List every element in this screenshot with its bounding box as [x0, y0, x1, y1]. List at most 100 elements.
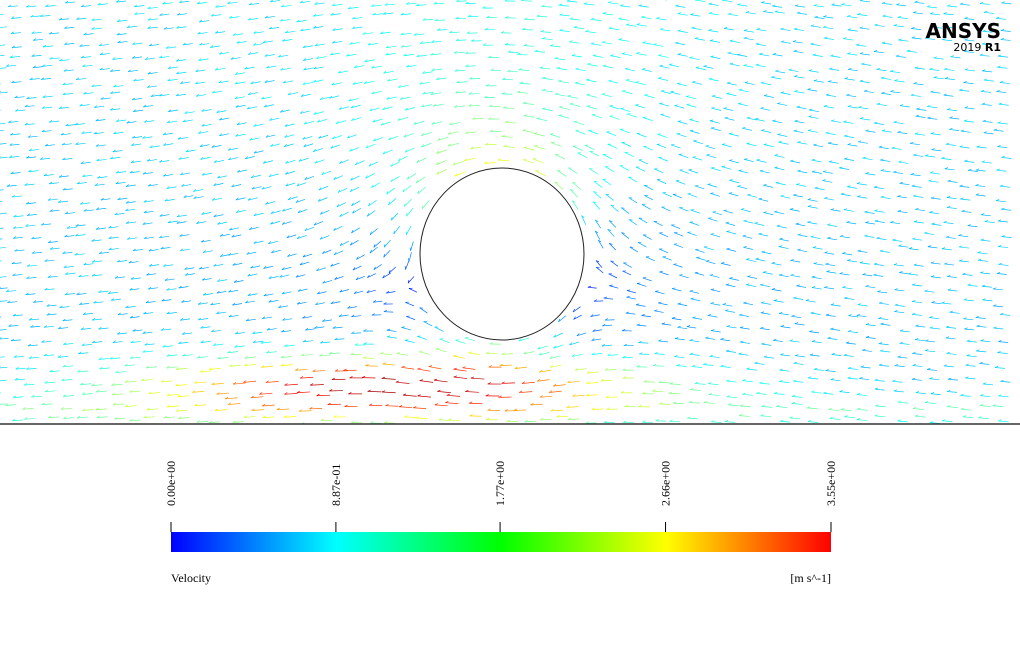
vector-arrow: [26, 5, 37, 8]
vector-head: [484, 95, 488, 98]
vector-arrow: [942, 26, 953, 28]
vector-arrow: [5, 404, 17, 406]
vector-arrow: [843, 209, 854, 212]
vector-head: [694, 37, 699, 39]
vector-head: [743, 301, 747, 304]
vector-arrow: [33, 38, 43, 41]
vector-head: [470, 376, 475, 379]
vector-arrow: [779, 238, 790, 242]
vector-arrow: [915, 339, 926, 342]
vector-head: [607, 353, 611, 356]
vector-head: [363, 356, 367, 359]
vector-head: [247, 273, 251, 277]
vector-head: [28, 148, 33, 151]
vector-arrow: [281, 356, 293, 358]
vector-arrow: [997, 273, 1007, 275]
vector-arrow: [416, 54, 428, 57]
vector-arrow: [824, 37, 835, 40]
vector-arrow: [27, 344, 38, 347]
vector-head: [279, 18, 284, 22]
vector-head: [743, 219, 747, 222]
vector-arrow: [9, 143, 20, 146]
vector-head: [729, 132, 733, 135]
vector-head: [386, 191, 389, 195]
vector-head: [263, 104, 267, 108]
vector-arrow: [998, 220, 1008, 223]
vector-arrow: [42, 64, 53, 67]
vector-head: [320, 211, 323, 215]
vector-head: [878, 363, 883, 366]
vector-arrow: [213, 263, 224, 267]
vector-arrow: [703, 66, 714, 69]
vector-arrow: [366, 289, 376, 294]
vector-arrow: [727, 82, 737, 86]
vector-arrow: [63, 266, 74, 268]
vector-head: [621, 232, 625, 234]
vector-head: [14, 248, 18, 252]
vector-head: [49, 31, 53, 35]
vector-head: [175, 367, 180, 370]
vector-head: [295, 368, 299, 371]
vector-arrow: [40, 157, 51, 160]
vector-head: [415, 416, 420, 419]
vector-arrow: [945, 143, 956, 146]
vector-arrow: [795, 223, 806, 227]
vector-arrow: [810, 43, 821, 46]
vector-head: [110, 91, 114, 94]
vector-arrow: [339, 159, 349, 164]
vector-head: [789, 416, 793, 419]
vector-head: [390, 178, 393, 182]
vector-head: [911, 27, 915, 29]
vector-arrow: [225, 397, 238, 400]
vector-arrow: [636, 24, 648, 27]
vector-head: [534, 145, 538, 147]
vector-head: [145, 300, 149, 304]
vector-head: [194, 403, 198, 407]
vector-head: [40, 14, 44, 17]
vector-arrow: [706, 154, 716, 159]
vector-head: [297, 210, 301, 213]
vector-arrow: [386, 291, 396, 294]
vector-arrow: [146, 366, 157, 369]
vector-arrow: [795, 5, 805, 8]
vector-head: [282, 80, 286, 84]
vector-head: [859, 52, 864, 55]
vector-head: [792, 40, 797, 42]
vector-head: [625, 67, 629, 70]
vector-arrow: [1000, 381, 1011, 383]
vector-head: [365, 145, 369, 149]
vector-arrow: [553, 332, 563, 338]
vector-arrow: [720, 366, 731, 368]
vector-arrow: [253, 123, 264, 127]
vector-head: [980, 89, 985, 92]
vector-head: [44, 381, 48, 384]
vector-arrow: [763, 356, 774, 359]
vector-arrow: [400, 32, 412, 35]
vector-arrow: [610, 204, 619, 212]
vector-arrow: [146, 408, 159, 411]
vector-head: [606, 407, 610, 410]
vector-arrow: [177, 395, 190, 398]
vector-head: [43, 325, 48, 328]
vector-arrow: [408, 252, 412, 262]
vector-head: [603, 296, 607, 299]
vector-head: [453, 51, 458, 54]
vector-arrow: [278, 305, 289, 308]
vector-head: [280, 355, 285, 358]
vector-arrow: [984, 12, 995, 14]
vector-arrow: [996, 200, 1006, 203]
vector-arrow: [61, 379, 73, 381]
vector-arrow: [844, 158, 855, 161]
vector-arrow: [270, 221, 280, 225]
vector-arrow: [95, 408, 107, 411]
vector-arrow: [320, 210, 330, 215]
vector-arrow: [259, 392, 273, 395]
vector-head: [317, 291, 321, 295]
vector-arrow: [268, 240, 279, 245]
vector-arrow: [319, 354, 331, 357]
vector-head: [384, 3, 388, 6]
vector-head: [847, 52, 851, 55]
vector-arrow: [601, 93, 613, 98]
vector-arrow: [759, 53, 770, 57]
vector-arrow: [0, 238, 3, 240]
